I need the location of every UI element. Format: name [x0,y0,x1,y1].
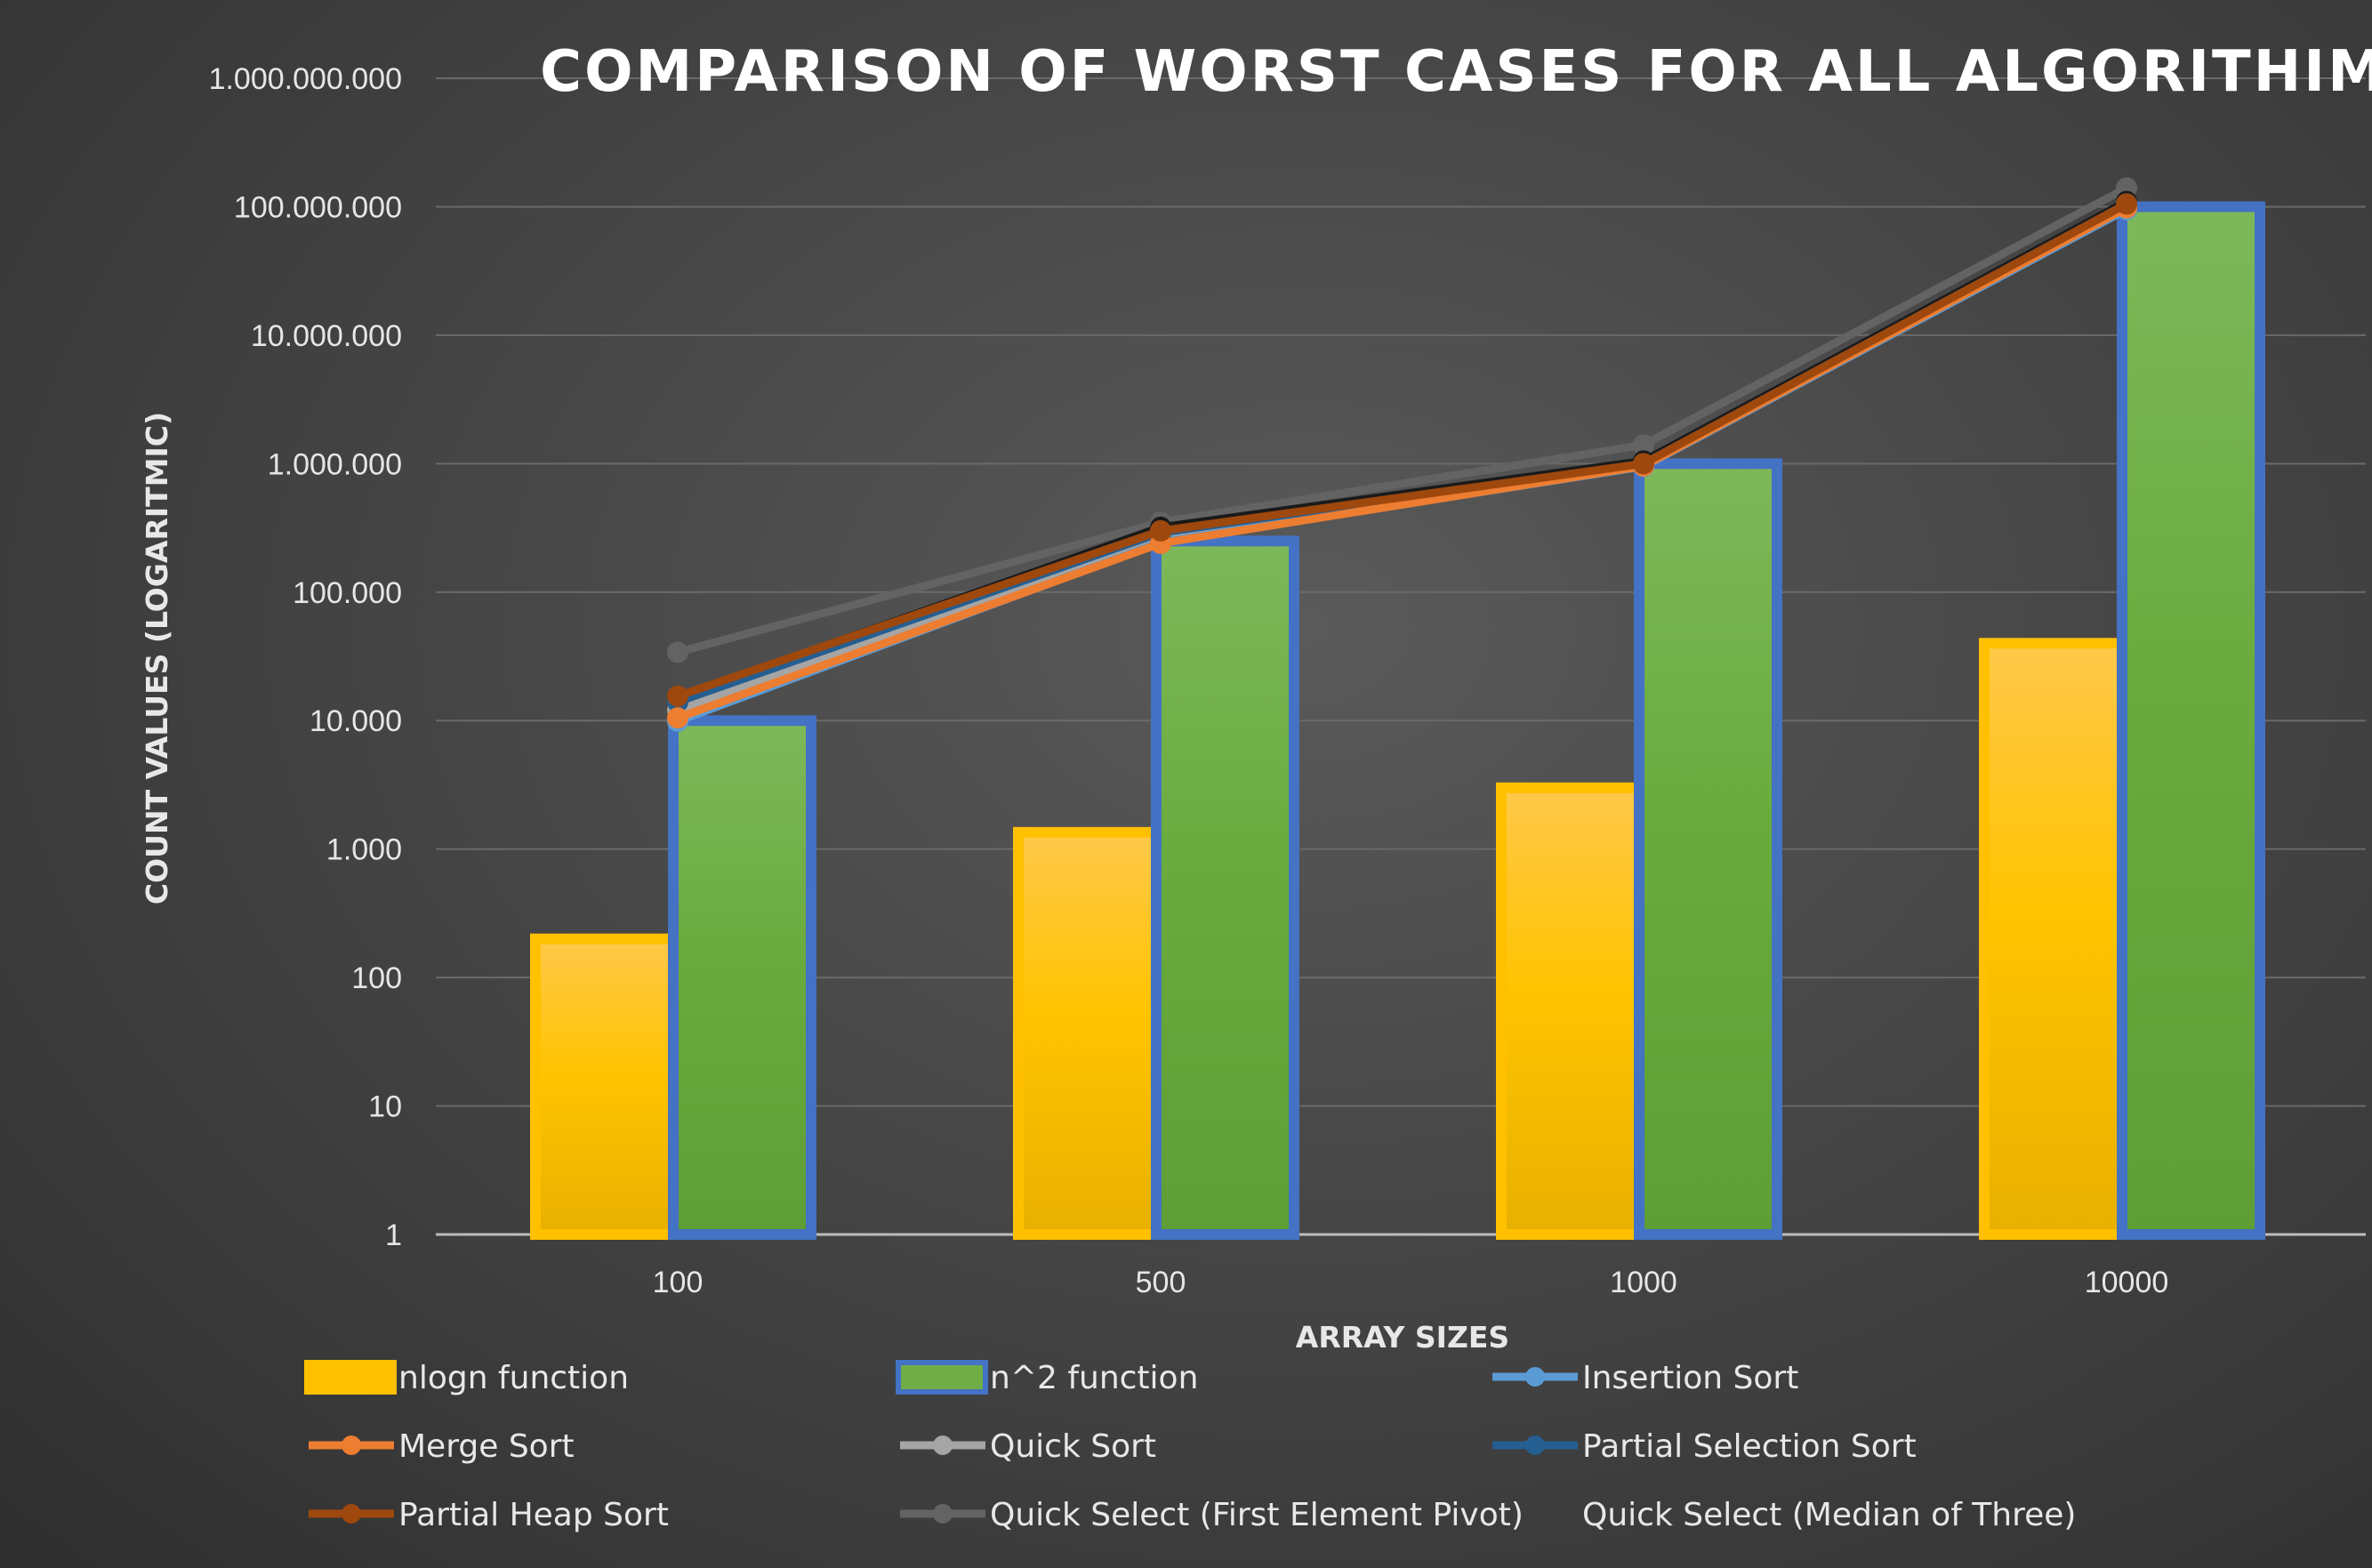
y-tick-label: 100 [351,961,402,995]
legend-item: nlogn function [304,1360,629,1396]
bar-n2 [1634,458,1782,1240]
bar-n2 [2117,201,2265,1240]
bar-nlogn [530,933,679,1241]
legend-marker [1525,1367,1545,1387]
y-tick-label: 1.000 [326,833,402,867]
legend-item: Quick Sort [900,1428,1156,1465]
lines [667,177,2137,732]
y-tick-label: 1 [385,1218,402,1252]
legend-item: Partial Selection Sort [1492,1428,1917,1465]
legend-label: nlogn function [398,1360,629,1396]
legend-marker [342,1435,361,1455]
legend: nlogn function n^2 function Insertion Sort… [304,1360,2076,1533]
legend-item: n^2 function [896,1360,1198,1396]
series-line [676,205,2129,726]
x-axis-ticks: 100 500 1000 10000 [653,1266,2169,1299]
legend-label: Quick Select (Median of Three) [1582,1497,2076,1533]
series-point [1633,434,1654,456]
legend-item: Quick Select (First Element Pivot) [900,1497,1524,1533]
series-point [2116,193,2137,215]
y-tick-label: 100.000 [293,576,402,610]
bars [530,201,2265,1241]
chart-title: COMPARISON OF WORST CASES FOR ALL ALGORI… [540,39,2372,105]
series-line [676,197,2129,715]
y-tick-label: 10.000 [310,704,402,738]
x-tick-label: 500 [1136,1266,1186,1299]
legend-marker [933,1435,953,1455]
y-tick-label: 1.000.000.000 [209,62,402,96]
series-point [1633,453,1654,475]
series-point [667,641,688,663]
x-tick-label: 1000 [1610,1266,1677,1299]
legend-item: Quick Select (Median of Three) [1582,1497,2076,1533]
bar-nlogn [1979,638,2127,1240]
bar-nlogn [1496,782,1644,1240]
legend-label: n^2 function [990,1360,1198,1396]
series-line [676,184,2129,656]
y-tick-label: 10.000.000 [251,319,402,353]
bar-n2 [668,715,816,1240]
series-point [667,707,688,729]
legend-swatch [896,1360,988,1395]
legend-item: Partial Heap Sort [309,1497,669,1533]
y-tick-label: 10 [368,1090,402,1124]
legend-label: Partial Heap Sort [398,1497,669,1533]
legend-marker [933,1504,953,1524]
legend-label: Partial Selection Sort [1582,1428,1917,1465]
legend-label: Quick Select (First Element Pivot) [990,1497,1524,1533]
y-tick-label: 1.000.000 [268,447,402,481]
legend-marker [342,1504,361,1524]
legend-marker [1525,1435,1545,1455]
x-axis-title: ARRAY SIZES [1296,1320,1509,1355]
legend-label: Merge Sort [398,1428,575,1465]
series-line [676,200,2129,700]
series-point [1150,519,1171,542]
x-tick-label: 100 [653,1266,704,1299]
legend-label: Insertion Sort [1582,1360,1798,1396]
series-point [667,685,688,707]
legend-item: Insertion Sort [1492,1360,1798,1396]
legend-label: Quick Sort [990,1428,1156,1465]
legend-swatch [304,1360,397,1395]
bar-n2 [1151,535,1299,1240]
x-tick-label: 10000 [2085,1266,2169,1299]
series-line [676,200,2129,706]
y-tick-label: 100.000.000 [234,190,402,224]
legend-item: Merge Sort [309,1428,575,1465]
y-axis-title: COUNT VALUES (LOGARITMIC) [140,412,174,905]
bar-nlogn [1013,826,1162,1241]
y-axis-ticks: 1 10 100 1.000 10.000 100.000 1.000.000 10.000.… [209,62,402,1252]
